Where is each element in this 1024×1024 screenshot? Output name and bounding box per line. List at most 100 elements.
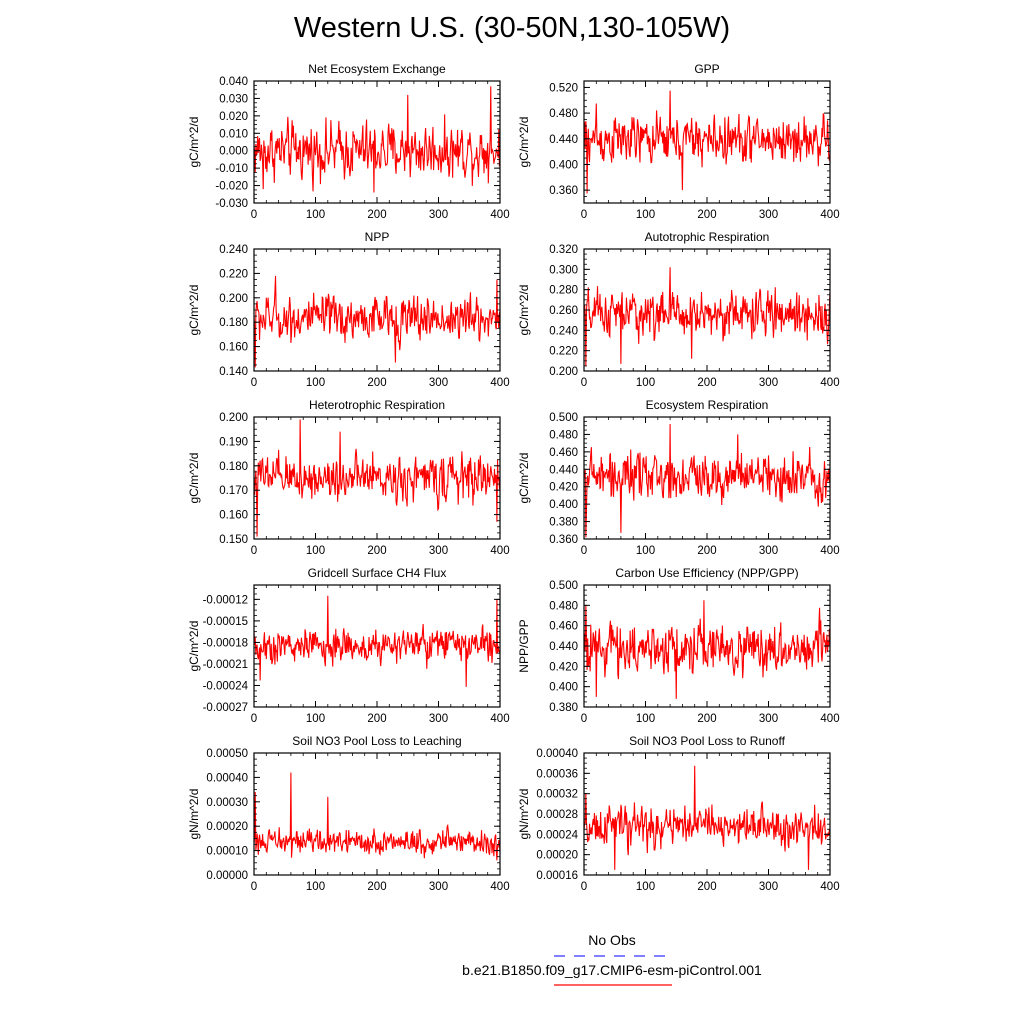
y-tick-label: 0.420 — [549, 661, 578, 673]
x-tick-label: 200 — [367, 545, 386, 557]
y-tick-label: -0.00027 — [203, 702, 248, 714]
x-tick-label: 400 — [490, 713, 509, 725]
y-tick-label: 0.00010 — [206, 846, 248, 858]
x-tick-label: 300 — [429, 881, 448, 893]
series-line — [583, 267, 831, 366]
y-tick-label: 0.00040 — [536, 748, 578, 760]
y-tick-label: -0.030 — [215, 198, 248, 210]
y-tick-label: 0.300 — [549, 264, 578, 276]
panel-title: NPP — [365, 230, 390, 244]
x-tick-label: 100 — [306, 209, 325, 221]
y-tick-label: -0.00015 — [203, 616, 248, 628]
y-tick-label: 0.180 — [219, 317, 248, 329]
x-tick-label: 400 — [490, 881, 509, 893]
y-tick-label: 0.030 — [219, 93, 248, 105]
y-tick-label: 0.000 — [219, 146, 248, 158]
x-tick-label: 0 — [251, 209, 257, 221]
y-tick-label: 0.460 — [549, 621, 578, 633]
y-tick-label: 0.150 — [219, 534, 248, 546]
x-tick-label: 400 — [820, 545, 839, 557]
x-tick-label: 100 — [306, 713, 325, 725]
panel: 0 100 200 300 400 -0.030 -0.020 -0.010 0.000 0.01… — [187, 62, 510, 221]
x-tick-label: 0 — [581, 881, 587, 893]
y-tick-label: 0.00016 — [536, 870, 578, 882]
x-tick-label: 400 — [490, 545, 509, 557]
x-tick-label: 400 — [490, 377, 509, 389]
y-tick-label: 0.180 — [219, 461, 248, 473]
x-tick-label: 300 — [429, 377, 448, 389]
y-tick-label: 0.420 — [549, 482, 578, 494]
x-tick-label: 0 — [251, 377, 257, 389]
x-tick-label: 200 — [697, 209, 716, 221]
y-tick-label: 0.440 — [549, 641, 578, 653]
y-tick-label: 0.220 — [219, 268, 248, 280]
y-tick-label: 0.240 — [219, 244, 248, 256]
x-tick-label: 100 — [306, 545, 325, 557]
y-tick-label: 0.380 — [549, 702, 578, 714]
x-tick-label: 100 — [306, 881, 325, 893]
y-tick-label: 0.020 — [219, 111, 248, 123]
series-line — [253, 275, 501, 368]
panel-title: Net Ecosystem Exchange — [308, 62, 446, 76]
y-axis-label: gC/m^2/d — [187, 453, 201, 504]
x-tick-label: 100 — [636, 713, 655, 725]
x-tick-label: 200 — [697, 881, 716, 893]
y-tick-label: 0.00050 — [206, 748, 248, 760]
x-tick-label: 200 — [367, 209, 386, 221]
y-tick-label: 0.170 — [219, 485, 248, 497]
y-tick-label: 0.480 — [549, 429, 578, 441]
series-line — [583, 765, 831, 870]
panel-title: Soil NO3 Pool Loss to Runoff — [629, 734, 786, 748]
y-tick-label: 0.00020 — [206, 821, 248, 833]
y-tick-label: -0.010 — [215, 163, 248, 175]
x-tick-label: 200 — [697, 713, 716, 725]
y-tick-label: 0.480 — [549, 108, 578, 120]
y-axis-label: gN/m^2/d — [517, 789, 531, 840]
page-title: Western U.S. (30-50N,130-105W) — [293, 12, 731, 44]
x-tick-label: 400 — [820, 881, 839, 893]
y-axis-label: gC/m^2/d — [187, 285, 201, 336]
y-tick-label: 0.00036 — [536, 768, 578, 780]
x-tick-label: 300 — [429, 545, 448, 557]
y-tick-label: 0.520 — [549, 82, 578, 94]
panel-title: Ecosystem Respiration — [646, 398, 769, 412]
x-tick-label: 200 — [367, 881, 386, 893]
y-tick-label: 0.480 — [549, 600, 578, 612]
x-tick-label: 100 — [636, 545, 655, 557]
x-tick-label: 200 — [367, 713, 386, 725]
x-tick-label: 300 — [429, 209, 448, 221]
x-tick-label: 300 — [759, 545, 778, 557]
y-axis-label: gC/m^2/d — [517, 117, 531, 168]
series-line — [583, 423, 831, 538]
panel-title: GPP — [694, 62, 719, 76]
panel: 0 100 200 300 400 0.200 0.220 0.240 0.260 0.280 0.… — [517, 230, 840, 389]
x-tick-label: 0 — [581, 545, 587, 557]
y-tick-label: 0.010 — [219, 128, 248, 140]
y-tick-label: -0.00021 — [203, 659, 248, 671]
y-tick-label: 0.280 — [549, 285, 578, 297]
panel: 0 100 200 300 400 -0.00027 -0.00024 -0.00021 -0.… — [187, 566, 510, 725]
x-tick-label: 400 — [490, 209, 509, 221]
y-tick-label: 0.190 — [219, 436, 248, 448]
series-line — [253, 419, 501, 537]
y-tick-label: 0.440 — [549, 134, 578, 146]
panel: 0 100 200 300 400 0.150 0.160 0.170 0.180 0.190 0.… — [187, 398, 510, 557]
x-tick-label: 0 — [251, 881, 257, 893]
legend-model-label: b.e21.B1850.f09_g17.CMIP6-esm-piControl.… — [462, 962, 762, 978]
y-tick-label: 0.200 — [219, 293, 248, 305]
y-tick-label: 0.500 — [549, 412, 578, 424]
y-tick-label: 0.360 — [549, 185, 578, 197]
x-tick-label: 100 — [636, 377, 655, 389]
x-tick-label: 0 — [251, 545, 257, 557]
y-tick-label: -0.00012 — [203, 594, 248, 606]
x-tick-label: 0 — [581, 209, 587, 221]
y-tick-label: 0.400 — [549, 682, 578, 694]
y-tick-label: 0.260 — [549, 305, 578, 317]
y-tick-label: -0.00018 — [203, 637, 248, 649]
x-tick-label: 300 — [759, 377, 778, 389]
y-tick-label: 0.240 — [549, 325, 578, 337]
panel-title: Autotrophic Respiration — [645, 230, 770, 244]
x-tick-label: 300 — [759, 713, 778, 725]
x-tick-label: 400 — [820, 713, 839, 725]
